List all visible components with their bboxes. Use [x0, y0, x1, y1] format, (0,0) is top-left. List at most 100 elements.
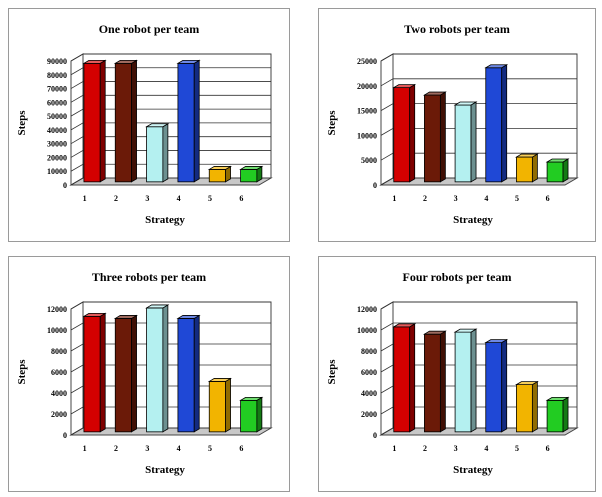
x-tick-label: 5	[515, 444, 519, 453]
y-tick-label: 8000	[51, 347, 67, 356]
y-gridline	[70, 301, 271, 310]
y-tick-label: 90000	[47, 57, 67, 66]
y-tick-label: 10000	[357, 326, 377, 335]
y-gridline	[70, 108, 271, 117]
y-gridline	[380, 152, 577, 161]
y-tick-label: 0	[63, 431, 67, 440]
y-axis-label: Steps	[326, 110, 338, 136]
bar-strategy-6	[239, 396, 264, 433]
y-tick-label: 0	[63, 181, 67, 190]
chart-panel-three-robots: Three robots per team 0 2000 4000 6000 8000 10…	[8, 256, 290, 492]
bar-strategy-3	[453, 101, 478, 183]
y-tick-label: 0	[373, 181, 377, 190]
y-tick-label: 8000	[361, 347, 377, 356]
y-tick-label: 20000	[357, 82, 377, 91]
chart-panel-four-robots: Four robots per team 0 2000 4000 6000 8000 100…	[318, 256, 596, 492]
bar-strategy-3	[145, 304, 170, 433]
bar-strategy-6	[545, 158, 570, 183]
y-gridline	[70, 136, 271, 145]
y-gridline	[70, 53, 271, 62]
x-tick-label: 3	[454, 194, 458, 203]
x-tick-label: 4	[484, 194, 488, 203]
x-tick-label: 2	[423, 194, 427, 203]
y-gridline	[70, 322, 271, 331]
y-gridline	[380, 177, 577, 186]
y-gridline	[70, 406, 271, 415]
x-tick-label: 1	[83, 194, 87, 203]
y-gridline	[70, 427, 271, 436]
chart-svg: Three robots per team 0 2000 4000 6000 8000 10…	[16, 270, 273, 476]
bar-strategy-5	[514, 153, 539, 183]
y-gridline	[380, 128, 577, 136]
y-tick-label: 12000	[47, 305, 67, 314]
y-gridline	[380, 322, 577, 331]
chart-panel-two-robots: Two robots per team 0 5000 10000 15000 20000 2…	[318, 8, 596, 242]
bar-strategy-6	[239, 165, 264, 183]
y-gridline	[70, 177, 271, 186]
y-tick-label: 60000	[47, 98, 67, 107]
y-tick-label: 70000	[47, 85, 67, 94]
x-axis-label: Strategy	[145, 214, 185, 226]
y-tick-label: 2000	[51, 410, 67, 419]
bar-strategy-4	[176, 59, 201, 183]
y-tick-label: 20000	[47, 153, 67, 162]
bar-strategy-2	[422, 91, 447, 183]
y-gridline	[70, 343, 271, 352]
plot-back-wall	[392, 53, 578, 179]
x-tick-label: 3	[145, 194, 149, 203]
bar-strategy-4	[484, 338, 509, 433]
chart-title: Three robots per team	[92, 270, 206, 284]
bar-strategy-4	[176, 314, 201, 433]
x-tick-label: 5	[208, 194, 212, 203]
y-gridline	[380, 364, 577, 373]
y-gridline	[380, 78, 577, 87]
y-tick-label: 40000	[47, 126, 67, 135]
chart-svg: One robot per team 0 10000 20000 30000 40000 5…	[16, 22, 273, 226]
x-tick-label: 6	[239, 194, 243, 203]
y-tick-label: 30000	[47, 140, 67, 149]
y-gridline	[70, 94, 271, 103]
x-tick-label: 6	[546, 444, 550, 453]
y-tick-label: 15000	[357, 107, 377, 116]
bar-strategy-5	[207, 165, 232, 183]
bar-strategy-5	[207, 377, 232, 433]
y-gridline	[380, 301, 577, 310]
bar-strategy-3	[453, 328, 478, 433]
y-tick-label: 2000	[361, 410, 377, 419]
y-axis-label: Steps	[326, 359, 338, 385]
x-tick-label: 1	[83, 444, 87, 453]
chart-svg: Four robots per team 0 2000 4000 6000 8000 100…	[326, 270, 579, 476]
x-tick-label: 4	[177, 194, 181, 203]
x-tick-label: 1	[392, 194, 396, 203]
y-axis-label: Steps	[16, 359, 28, 385]
y-gridline	[70, 364, 271, 373]
y-tick-label: 25000	[357, 57, 377, 66]
y-gridline	[380, 427, 577, 436]
y-gridline	[70, 81, 271, 89]
bar-strategy-2	[113, 314, 138, 433]
y-tick-label: 10000	[47, 167, 67, 176]
x-tick-label: 6	[546, 194, 550, 203]
x-tick-label: 3	[454, 444, 458, 453]
x-tick-label: 2	[114, 444, 118, 453]
y-gridline	[380, 103, 577, 111]
y-gridline	[70, 67, 271, 76]
x-tick-label: 4	[177, 444, 181, 453]
x-axis-label: Strategy	[453, 214, 493, 226]
y-gridline	[70, 150, 271, 158]
bar-strategy-4	[484, 64, 509, 183]
bar-strategy-2	[113, 59, 138, 183]
y-gridline	[380, 385, 577, 394]
x-tick-label: 1	[392, 444, 396, 453]
x-axis-label: Strategy	[145, 464, 185, 476]
x-tick-label: 6	[239, 444, 243, 453]
bar-strategy-6	[545, 396, 570, 433]
bar-strategy-1	[392, 323, 417, 433]
y-axis-label: Steps	[16, 110, 28, 136]
y-tick-label: 0	[373, 431, 377, 440]
y-tick-label: 4000	[361, 389, 377, 398]
x-tick-label: 5	[515, 194, 519, 203]
y-tick-label: 12000	[357, 305, 377, 314]
x-axis-label: Strategy	[453, 464, 493, 476]
y-gridline	[70, 385, 271, 394]
